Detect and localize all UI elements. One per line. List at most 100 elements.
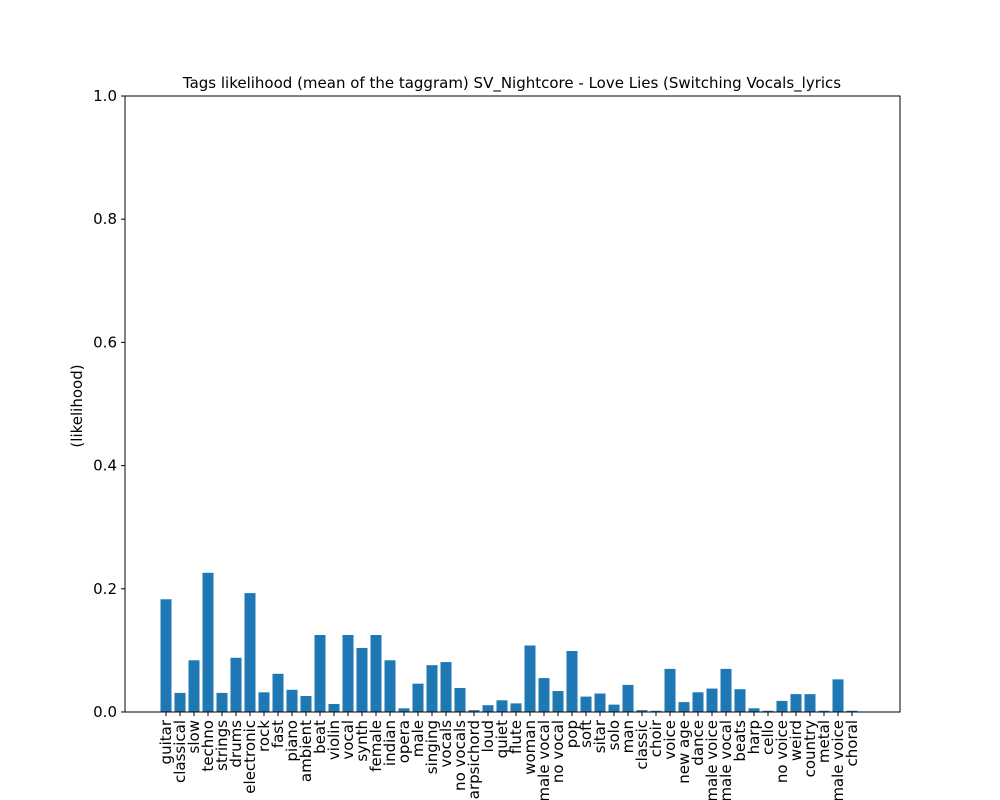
bar-cello <box>762 710 774 712</box>
bar-male-vocal <box>538 678 550 712</box>
bar-slow <box>188 660 200 712</box>
bar-classical <box>174 692 186 712</box>
bar-woman <box>524 645 536 712</box>
x-tick-label: choir <box>647 719 665 757</box>
chart-title: Tags likelihood (mean of the taggram) SV… <box>182 74 841 93</box>
bar-electronic <box>244 593 256 712</box>
bar-choir <box>650 710 662 712</box>
y-tick-label: 0.6 <box>93 333 117 351</box>
x-tick-label: techno <box>199 720 217 772</box>
x-tick-label: beats <box>731 720 749 762</box>
x-tick-label: male <box>409 720 427 757</box>
x-tick-label: choral <box>843 720 861 766</box>
x-tick-label: singing <box>423 720 441 774</box>
x-tick-label: dance <box>689 720 707 766</box>
bar-loud <box>482 705 494 712</box>
bar-male <box>412 683 424 712</box>
bar-rock <box>258 692 270 712</box>
x-tick-label: cello <box>759 720 777 755</box>
x-tick-label: violin <box>325 720 343 760</box>
bar-new-age <box>678 702 690 712</box>
x-tick-label: new age <box>675 720 693 784</box>
bar-strings <box>216 692 228 712</box>
y-axis-ticks: 0.0 0.2 0.4 0.6 0.8 1.0 <box>93 87 125 721</box>
x-tick-label: classical <box>171 720 189 783</box>
x-tick-label: no vocals <box>451 720 469 791</box>
x-tick-label: female vocal <box>717 720 735 800</box>
x-tick-label: harpsichord <box>465 720 483 800</box>
x-tick-label: no voice <box>773 720 791 783</box>
x-tick-label: opera <box>395 720 413 763</box>
x-tick-label: rock <box>255 720 273 752</box>
bar-no-vocals <box>454 687 466 712</box>
x-tick-label: vocal <box>339 720 357 760</box>
bar-voice <box>664 668 676 712</box>
bar-synth <box>356 647 368 712</box>
x-tick-label: woman <box>521 720 539 775</box>
plot-frame <box>124 95 901 713</box>
bar-solo <box>608 704 620 712</box>
bar-no-vocal <box>552 691 564 712</box>
bar-soft <box>580 696 592 712</box>
x-tick-label: indian <box>381 720 399 766</box>
bar-choral <box>846 710 858 712</box>
bar-drums <box>230 657 242 712</box>
y-axis-label: (likelihood) <box>68 364 86 447</box>
x-tick-label: pop <box>563 720 581 748</box>
bar-classic <box>636 710 648 712</box>
x-tick-label: harp <box>745 720 763 754</box>
x-tick-label: flute <box>507 720 525 754</box>
x-tick-label: soft <box>577 720 595 748</box>
bar-female <box>370 635 382 712</box>
x-tick-label: slow <box>185 720 203 753</box>
x-tick-label: loud <box>479 720 497 752</box>
x-tick-label: weird <box>787 720 805 761</box>
bar-no-voice <box>776 700 788 712</box>
x-tick-label: male vocal <box>535 720 553 800</box>
bar-vocal <box>342 635 354 712</box>
x-tick-label: female <box>367 720 385 772</box>
y-tick-label: 1.0 <box>93 87 117 105</box>
bar-beat <box>314 635 326 712</box>
x-tick-label: synth <box>353 720 371 762</box>
x-tick-label: no vocal <box>549 720 567 783</box>
bar-indian <box>384 660 396 712</box>
x-tick-label: strings <box>213 720 231 771</box>
bar-fast <box>272 673 284 712</box>
x-tick-label: ambient <box>297 720 315 782</box>
bar-beats <box>734 689 746 712</box>
bar-dance <box>692 692 704 712</box>
x-tick-label: solo <box>605 720 623 750</box>
x-tick-label: sitar <box>591 719 609 753</box>
x-tick-label: metal <box>815 720 833 763</box>
bar-guitar <box>160 599 172 712</box>
x-tick-label: female voice <box>829 720 847 800</box>
x-tick-label: fast <box>269 720 287 748</box>
x-tick-label: piano <box>283 720 301 762</box>
bar-vocals <box>440 662 452 712</box>
bar-harp <box>748 708 760 712</box>
bar-flute <box>510 703 522 712</box>
bar-violin <box>328 703 340 712</box>
x-tick-label: electronic <box>241 720 259 794</box>
bars-layer <box>160 572 858 712</box>
x-tick-label: country <box>801 720 819 777</box>
bar-metal <box>818 710 830 712</box>
x-tick-label: man <box>619 720 637 753</box>
bar-ambient <box>300 695 312 712</box>
y-tick-label: 0.8 <box>93 210 117 228</box>
y-tick-label: 0.4 <box>93 457 117 475</box>
bar-opera <box>398 708 410 712</box>
bar-man <box>622 684 634 712</box>
x-tick-label: classic <box>633 720 651 770</box>
bar-harpsichord <box>468 710 480 712</box>
x-tick-label: vocals <box>437 720 455 768</box>
x-tick-label: quiet <box>493 720 511 758</box>
bar-male-voice <box>706 688 718 712</box>
x-tick-label: guitar <box>157 719 175 764</box>
bar-sitar <box>594 693 606 712</box>
x-axis-ticks: guitarclassicalslowtechnostringsdrumsele… <box>157 712 861 800</box>
x-tick-label: voice <box>661 720 679 760</box>
x-tick-label: drums <box>227 720 245 768</box>
